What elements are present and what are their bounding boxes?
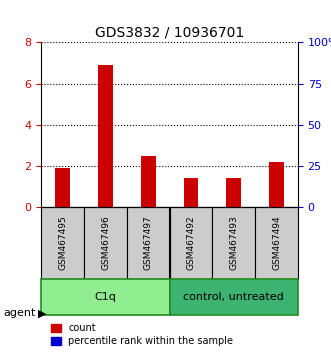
Text: GSM467493: GSM467493 [229, 216, 238, 270]
Legend: count, percentile rank within the sample: count, percentile rank within the sample [48, 320, 236, 349]
FancyBboxPatch shape [127, 207, 169, 279]
Text: ▶: ▶ [38, 308, 47, 318]
FancyBboxPatch shape [169, 207, 213, 279]
Title: GDS3832 / 10936701: GDS3832 / 10936701 [95, 26, 244, 40]
Text: control, untreated: control, untreated [183, 292, 284, 302]
Text: GSM467497: GSM467497 [144, 216, 153, 270]
Bar [55, 168, 70, 207]
Text: agent: agent [3, 308, 36, 318]
FancyBboxPatch shape [213, 207, 255, 279]
Text: GSM467496: GSM467496 [101, 216, 110, 270]
FancyBboxPatch shape [255, 207, 298, 279]
Text: GSM467495: GSM467495 [58, 216, 67, 270]
Text: C1q: C1q [95, 292, 117, 302]
Bar [269, 162, 284, 207]
Text: GSM467492: GSM467492 [186, 216, 196, 270]
FancyBboxPatch shape [84, 207, 127, 279]
Bar [141, 156, 156, 207]
FancyBboxPatch shape [41, 207, 84, 279]
FancyBboxPatch shape [41, 279, 169, 315]
Text: GSM467494: GSM467494 [272, 216, 281, 270]
Bar [183, 178, 199, 207]
Bar [98, 65, 113, 207]
Bar [226, 178, 241, 207]
FancyBboxPatch shape [169, 279, 298, 315]
